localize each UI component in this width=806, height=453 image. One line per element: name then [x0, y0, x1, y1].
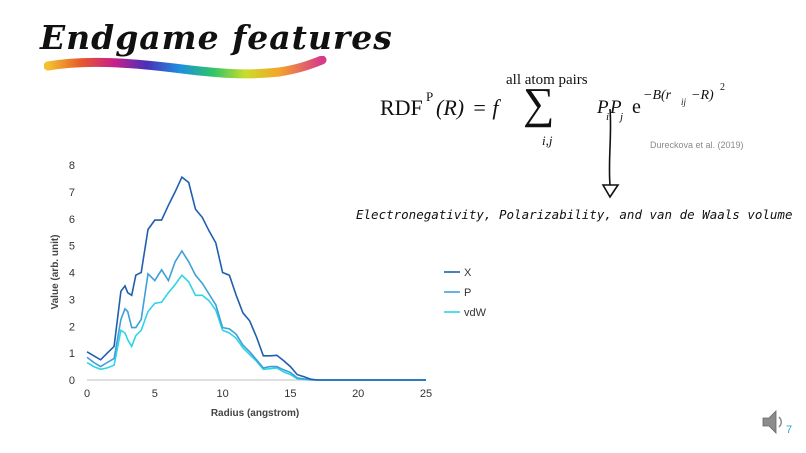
y-tick-label: 4: [69, 268, 75, 280]
formula-sum-symbol: ∑: [523, 79, 555, 128]
formula-eq: = f: [472, 95, 499, 120]
formula-exp-tail: −R): [691, 88, 714, 103]
x-tick-label: 0: [84, 388, 90, 400]
arrow-icon: [601, 108, 620, 199]
x-tick-label: 25: [420, 388, 432, 400]
series-line-x: [86, 175, 426, 381]
legend-label-x: X: [464, 267, 472, 279]
slide-title: Endgame features: [40, 18, 393, 57]
legend-label-p: P: [464, 287, 471, 299]
formula-p1-sub: i: [606, 111, 610, 123]
y-tick-label: 1: [69, 348, 75, 360]
legend-label-vdw: vdW: [464, 307, 487, 319]
series-line-vdw: [86, 273, 426, 381]
y-tick-label: 2: [69, 321, 75, 333]
rdf-formula: RDF P (R) = f all atom pairs ∑ i,j P i P…: [380, 60, 740, 160]
formula-p2-sub: j: [620, 111, 624, 123]
formula-lhs-sup: P: [426, 89, 434, 104]
formula-lhs-arg: (R): [436, 95, 465, 120]
x-tick-label: 15: [284, 388, 296, 400]
series-line-p: [86, 249, 426, 381]
formula-exp-sup: −B(r: [643, 88, 672, 103]
formula-sum-bottom: i,j: [542, 133, 553, 148]
formula-exp-sq: 2: [720, 82, 725, 93]
y-tick-label: 7: [69, 187, 75, 199]
y-axis-label: Value (arb. unit): [50, 234, 61, 309]
y-tick-label: 5: [69, 241, 75, 253]
formula-exp-sub: ij: [681, 97, 687, 107]
x-tick-label: 10: [216, 388, 228, 400]
formula-lhs: RDF: [380, 95, 423, 120]
x-tick-label: 5: [152, 388, 158, 400]
y-tick-label: 3: [69, 294, 75, 306]
formula-p2: P: [610, 97, 622, 118]
page-number: 7: [786, 424, 793, 436]
y-tick-label: 8: [69, 160, 75, 172]
x-axis-label: Radius (angstrom): [211, 408, 299, 419]
speaker-icon[interactable]: [760, 408, 786, 436]
y-tick-label: 0: [69, 375, 75, 387]
properties-text: Electronegativity, Polarizability, and v…: [356, 207, 793, 222]
formula-exp-base: e: [632, 96, 641, 118]
citation: Dureckova et al. (2019): [650, 140, 744, 150]
x-tick-label: 20: [352, 388, 364, 400]
y-tick-label: 6: [69, 214, 75, 226]
formula-p1: P: [597, 97, 609, 118]
formula-sum-top: all atom pairs: [506, 72, 588, 88]
rainbow-brush-icon: [44, 56, 327, 79]
